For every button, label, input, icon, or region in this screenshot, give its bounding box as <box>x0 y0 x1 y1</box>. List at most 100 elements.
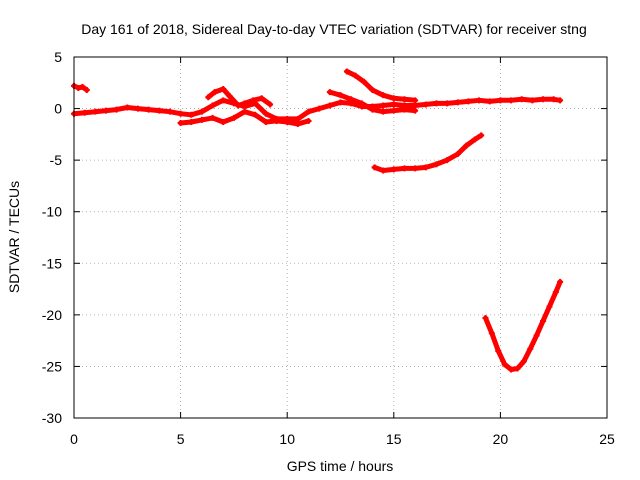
x-tick-label: 5 <box>177 431 185 447</box>
data-point <box>508 97 515 104</box>
data-point <box>267 101 274 108</box>
y-tick-label: -20 <box>42 307 62 323</box>
data-point <box>124 104 131 111</box>
data-point <box>518 96 525 103</box>
data-point <box>113 106 120 113</box>
data-point <box>380 102 387 109</box>
data-point <box>444 100 451 107</box>
data-point <box>188 118 195 125</box>
data-point <box>412 107 419 114</box>
data-point <box>211 89 218 96</box>
data-point <box>273 117 280 124</box>
data-point <box>102 107 109 114</box>
data-point <box>230 114 237 121</box>
plot-frame <box>73 56 608 419</box>
data-point <box>252 111 259 118</box>
data-point <box>557 97 564 104</box>
data-point <box>369 87 376 94</box>
data-point <box>358 100 365 107</box>
data-point <box>241 108 248 115</box>
data-point <box>514 365 521 372</box>
data-point <box>337 92 344 99</box>
data-point <box>250 97 257 104</box>
data-point <box>433 161 440 168</box>
data-point <box>258 95 265 102</box>
data-point <box>220 85 227 92</box>
data-series <box>71 68 564 373</box>
data-point <box>83 87 90 94</box>
data-point <box>433 100 440 107</box>
data-point <box>81 109 88 116</box>
data-point <box>262 110 269 117</box>
data-point <box>145 106 152 113</box>
data-point <box>486 98 493 105</box>
data-point <box>205 94 212 101</box>
x-tick-label: 0 <box>70 431 78 447</box>
data-point <box>471 136 478 143</box>
data-point <box>188 111 195 118</box>
data-point <box>360 78 367 85</box>
data-point <box>343 68 350 75</box>
data-point <box>533 332 540 339</box>
data-point <box>348 96 355 103</box>
data-point <box>497 97 504 104</box>
series-arc-8 <box>482 278 564 373</box>
chart-title: Day 161 of 2018, Sidereal Day-to-day VTE… <box>81 21 587 37</box>
series-line <box>483 279 563 372</box>
data-point <box>305 117 312 124</box>
data-point <box>326 89 333 96</box>
series-arc-4 <box>205 85 274 109</box>
data-point <box>546 303 553 310</box>
data-point <box>488 330 495 337</box>
y-tick-label: -15 <box>42 255 62 271</box>
data-point <box>454 150 461 157</box>
x-tick-label: 10 <box>279 431 295 447</box>
data-point <box>235 102 242 109</box>
data-point <box>552 289 559 296</box>
data-point <box>540 96 547 103</box>
data-point <box>209 114 216 121</box>
data-point <box>529 97 536 104</box>
data-point <box>390 166 397 173</box>
data-point <box>557 278 564 285</box>
data-point <box>220 118 227 125</box>
data-point <box>305 108 312 115</box>
series-arc-2 <box>71 96 564 122</box>
y-tick-label: -5 <box>50 152 63 168</box>
data-point <box>550 96 557 103</box>
y-tick-label: -25 <box>42 358 62 374</box>
data-point <box>294 121 301 128</box>
y-tick-label: -10 <box>42 204 62 220</box>
series-arc-6 <box>326 89 419 115</box>
data-point <box>284 118 291 125</box>
data-point <box>422 101 429 108</box>
x-tick-label: 25 <box>599 431 615 447</box>
x-tick-label: 20 <box>493 431 509 447</box>
data-point <box>401 96 408 103</box>
y-tick-label: 0 <box>54 101 62 117</box>
data-point <box>508 366 515 373</box>
data-point <box>527 345 534 352</box>
data-point <box>390 95 397 102</box>
data-point <box>540 318 547 325</box>
series-arc-5 <box>343 68 419 104</box>
data-point <box>220 97 227 104</box>
data-point <box>412 102 419 109</box>
series-arc-7 <box>371 132 485 174</box>
data-point <box>520 358 527 365</box>
data-point <box>352 72 359 79</box>
data-point <box>380 167 387 174</box>
y-tick-label: -30 <box>42 410 62 426</box>
data-point <box>371 164 378 171</box>
data-point <box>92 108 99 115</box>
data-point <box>390 107 397 114</box>
axis-ticks: 0 5 10 15 20 25 5 0 -5 -10 -15 -20 -25 -30 <box>42 49 615 447</box>
data-point <box>501 361 508 368</box>
data-point <box>198 108 205 115</box>
data-point <box>401 106 408 113</box>
data-point <box>134 105 141 112</box>
data-point <box>294 115 301 122</box>
x-axis-label: GPS time / hours <box>287 458 394 474</box>
data-point <box>412 97 419 104</box>
data-point <box>226 93 233 100</box>
